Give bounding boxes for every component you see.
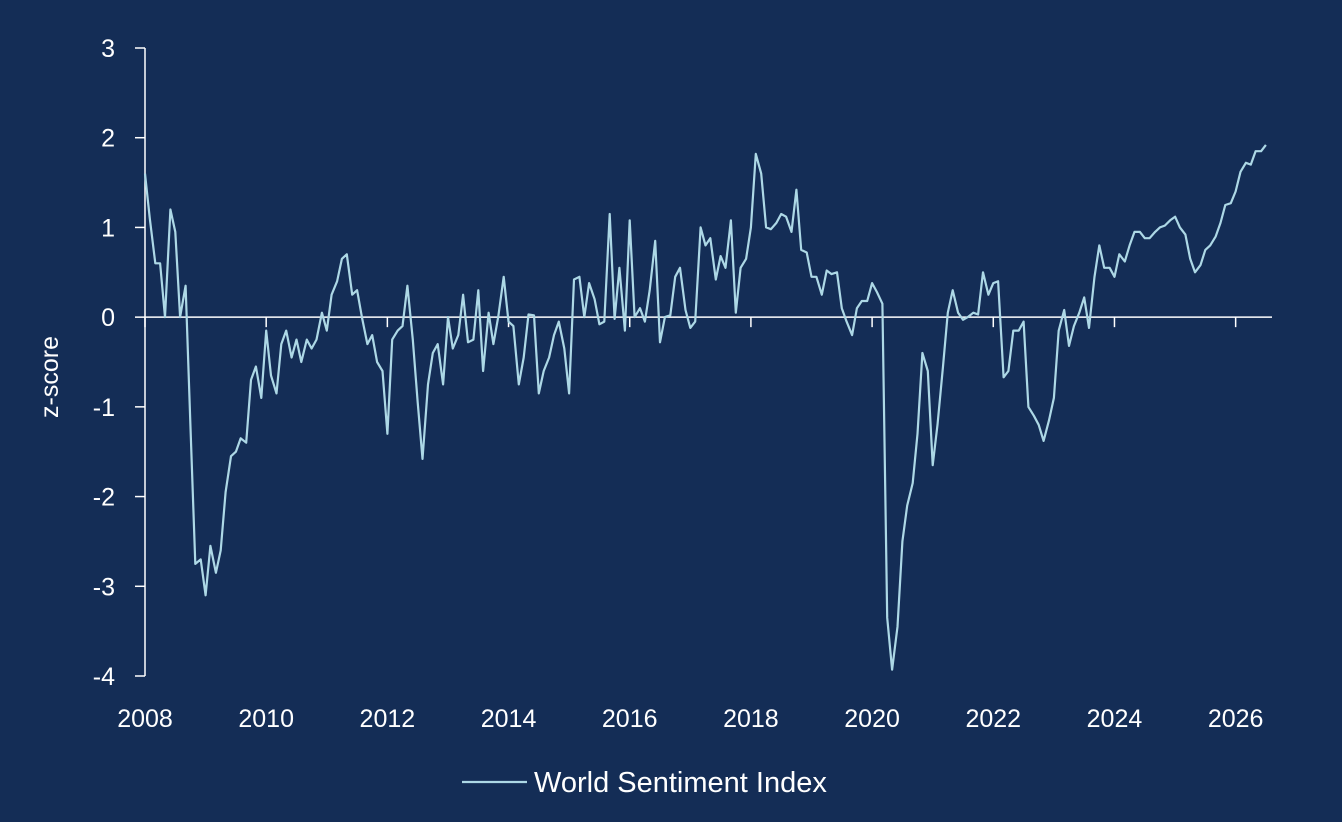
x-tick-label: 2008 [117, 705, 173, 733]
y-tick-label: 1 [101, 214, 115, 242]
y-tick-label: -2 [93, 484, 115, 512]
legend-label-world-sentiment-index: World Sentiment Index [534, 767, 827, 799]
y-axis-title: z-score [36, 336, 64, 418]
x-tick-label: 2024 [1087, 705, 1143, 733]
y-tick-label: 0 [101, 304, 115, 332]
y-tick-label: -3 [93, 573, 115, 601]
x-tick-label: 2026 [1208, 705, 1264, 733]
x-tick-label: 2016 [602, 705, 658, 733]
y-tick-label: 2 [101, 125, 115, 153]
y-tick-label: 3 [101, 35, 115, 63]
x-tick-label: 2014 [481, 705, 537, 733]
x-tick-label: 2012 [360, 705, 416, 733]
x-tick-label: 2018 [723, 705, 779, 733]
x-axis: 2008 2010 2012 2014 2016 2018 2020 2022 2024 2026 [117, 316, 1272, 733]
y-tick-label: -1 [93, 394, 115, 422]
x-tick-label: 2022 [965, 705, 1021, 733]
series-line-world-sentiment-index [143, 144, 1267, 671]
y-axis: 3 2 1 0 -1 -2 -3 -4 [93, 35, 146, 691]
series-group [143, 144, 1267, 671]
legend: World Sentiment Index [462, 767, 827, 799]
x-tick-label: 2010 [238, 705, 294, 733]
x-tick-label: 2020 [844, 705, 900, 733]
y-tick-label: -4 [93, 663, 115, 691]
